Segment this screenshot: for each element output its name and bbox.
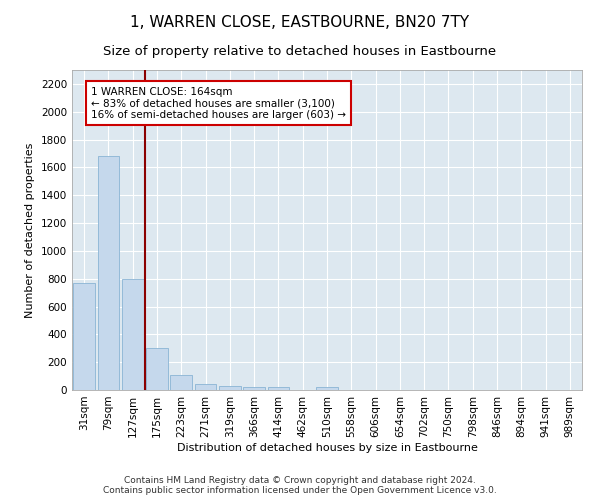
Text: 1 WARREN CLOSE: 164sqm
← 83% of detached houses are smaller (3,100)
16% of semi-: 1 WARREN CLOSE: 164sqm ← 83% of detached… [91, 86, 346, 120]
Bar [97, 156, 119, 390]
Text: 1, WARREN CLOSE, EASTBOURNE, BN20 7TY: 1, WARREN CLOSE, EASTBOURNE, BN20 7TY [130, 15, 470, 30]
Bar [243, 386, 265, 390]
X-axis label: Distribution of detached houses by size in Eastbourne: Distribution of detached houses by size … [176, 442, 478, 452]
Bar [170, 374, 192, 390]
Y-axis label: Number of detached properties: Number of detached properties [25, 142, 35, 318]
Bar [73, 283, 95, 390]
Bar [219, 386, 241, 390]
Text: Size of property relative to detached houses in Eastbourne: Size of property relative to detached ho… [103, 45, 497, 58]
Bar [316, 387, 338, 390]
Bar [268, 387, 289, 390]
Text: Contains HM Land Registry data © Crown copyright and database right 2024.
Contai: Contains HM Land Registry data © Crown c… [103, 476, 497, 495]
Bar [146, 348, 168, 390]
Bar [194, 384, 217, 390]
Bar [122, 278, 143, 390]
